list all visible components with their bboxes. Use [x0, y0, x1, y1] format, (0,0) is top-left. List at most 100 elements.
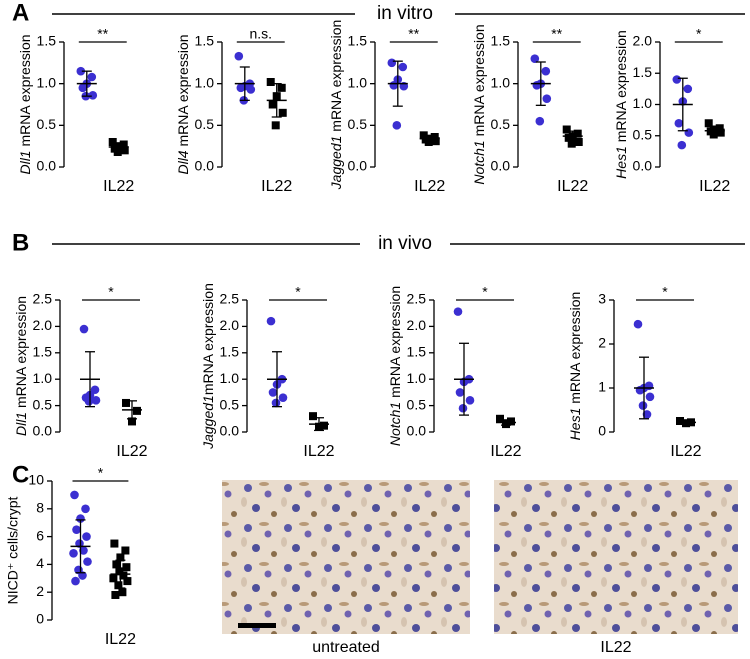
y-axis-label: Jagged1 mRNA expression	[328, 20, 344, 191]
panel-label: C	[12, 461, 29, 488]
data-point	[453, 307, 463, 316]
data-point	[716, 128, 725, 137]
x-tick-label: IL22	[490, 443, 521, 460]
data-point	[108, 138, 117, 146]
data-point	[123, 577, 132, 586]
data-point	[389, 81, 399, 90]
data-point	[271, 121, 280, 130]
data-point	[236, 83, 246, 93]
data-point	[88, 91, 98, 100]
data-point	[84, 397, 94, 406]
y-tick-label: 0.0	[220, 423, 240, 439]
data-point	[633, 319, 643, 329]
data-point	[419, 131, 428, 140]
data-point	[431, 137, 440, 146]
y-tick-label: 0.5	[195, 116, 215, 132]
panel-label: B	[12, 229, 29, 256]
data-point	[277, 83, 286, 92]
data-point	[83, 557, 92, 566]
x-tick-label: IL22	[116, 443, 147, 460]
y-tick-label: 4	[36, 555, 44, 571]
y-tick-label: 1.0	[220, 370, 240, 386]
data-point	[71, 576, 80, 586]
data-point	[398, 62, 408, 72]
y-tick-label: 0.5	[220, 396, 240, 412]
image-caption: untreated	[312, 639, 380, 656]
y-tick-label: 2.5	[220, 291, 240, 307]
section-title-bg	[355, 2, 455, 26]
data-point	[635, 385, 645, 395]
y-tick-label: 0.5	[33, 396, 53, 412]
y-tick-label: 1.0	[348, 74, 368, 90]
y-tick-label: 0.5	[491, 116, 511, 132]
data-point	[278, 393, 288, 402]
data-point	[133, 406, 141, 415]
x-tick-label: IL22	[303, 443, 334, 460]
significance-label: *	[98, 465, 104, 481]
data-point	[573, 129, 582, 138]
data-point	[91, 396, 101, 405]
y-axis-label: Dll1 mRNA expression	[17, 34, 33, 174]
data-point	[320, 421, 328, 430]
data-point	[387, 58, 397, 68]
y-tick-label: 2.5	[407, 291, 427, 307]
histology-image	[222, 480, 470, 634]
data-point	[268, 100, 277, 109]
significance-label: *	[108, 284, 114, 300]
y-tick-label: 0.0	[195, 158, 215, 174]
y-tick-label: 10	[28, 472, 44, 488]
data-point	[128, 417, 136, 426]
y-tick-label: 0	[36, 611, 44, 627]
y-tick-label: 3	[598, 291, 606, 307]
x-tick-label: IL22	[670, 443, 701, 460]
x-tick-label: IL22	[105, 631, 136, 648]
data-point	[81, 504, 90, 514]
scale-bar	[238, 623, 276, 628]
y-tick-label: 0.0	[33, 423, 53, 439]
data-point	[121, 546, 130, 555]
x-tick-label: IL22	[261, 178, 292, 195]
data-point	[567, 139, 576, 148]
y-tick-label: 0	[598, 423, 606, 439]
image-caption: IL22	[600, 639, 631, 656]
data-point	[507, 417, 515, 426]
y-tick-label: 1.0	[195, 74, 215, 90]
significance-label: *	[482, 284, 488, 300]
y-tick-label: 2	[36, 583, 44, 599]
y-axis-label: Notch1 mRNA expression	[471, 24, 487, 184]
y-axis-label: Notch1 mRNA expression	[387, 286, 403, 446]
y-tick-label: 0.5	[348, 116, 368, 132]
data-point	[672, 75, 682, 84]
data-point	[70, 490, 79, 500]
significance-label: n.s.	[249, 26, 272, 42]
data-point	[118, 588, 127, 597]
data-point	[114, 581, 123, 590]
y-tick-label: 0.0	[37, 158, 57, 174]
data-point	[455, 388, 465, 397]
y-tick-label: 2.5	[33, 291, 53, 307]
y-tick-label: 1.0	[33, 370, 53, 386]
data-point	[266, 316, 276, 326]
y-tick-label: 2.0	[220, 317, 240, 333]
significance-label: *	[662, 284, 668, 300]
y-tick-label: 0.5	[407, 396, 427, 412]
section-title-bg	[360, 232, 450, 256]
data-point	[79, 324, 89, 334]
significance-label: **	[97, 26, 108, 42]
data-point	[76, 66, 86, 76]
y-tick-label: 1.5	[220, 344, 240, 360]
y-tick-label: 6	[36, 527, 44, 543]
data-point	[465, 396, 475, 405]
data-point	[112, 560, 121, 569]
y-axis-label: Hes1 mRNA expression	[613, 30, 629, 179]
data-point	[268, 388, 278, 397]
data-point	[541, 66, 551, 76]
y-tick-label: 2	[598, 335, 606, 351]
panel-label: A	[12, 0, 29, 26]
y-tick-label: 1.0	[633, 95, 653, 111]
y-tick-label: 0.0	[348, 158, 368, 174]
data-point	[392, 121, 402, 130]
y-tick-label: 1	[598, 379, 606, 395]
data-point	[676, 417, 684, 425]
